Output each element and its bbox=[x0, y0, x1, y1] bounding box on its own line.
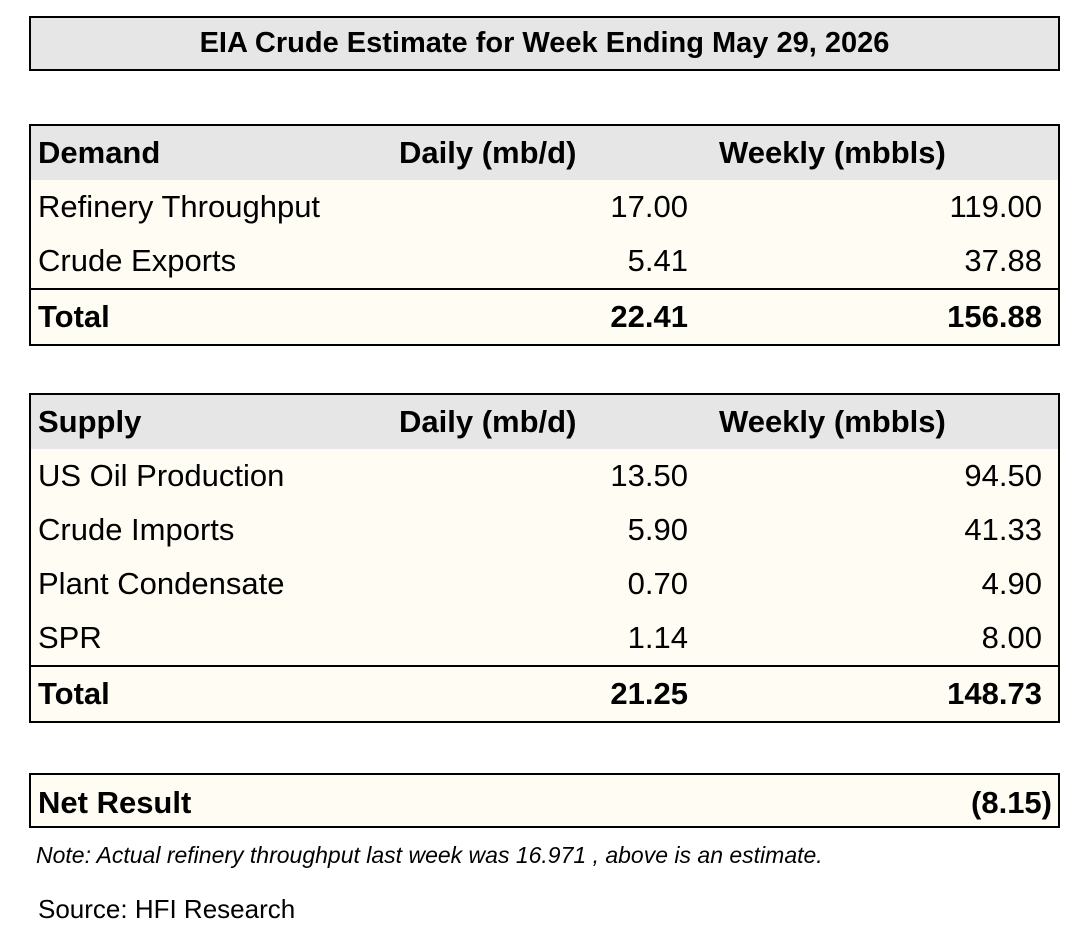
table-cell: Total bbox=[38, 299, 110, 334]
table-row: Total 22.41 156.88 bbox=[31, 288, 1058, 344]
table-row: SPR 1.14 8.00 bbox=[31, 611, 1058, 665]
table-row: Crude Exports 5.41 37.88 bbox=[31, 234, 1058, 288]
table-cell: 5.41 bbox=[627, 243, 688, 278]
table-row: Total 21.25 148.73 bbox=[31, 665, 1058, 721]
source: Source: HFI Research bbox=[38, 894, 296, 924]
table-cell: Crude Exports bbox=[38, 243, 237, 278]
net-value: (8.15) bbox=[971, 785, 1052, 820]
table-row: Refinery Throughput 17.00 119.00 bbox=[31, 180, 1058, 234]
table-cell: 22.41 bbox=[610, 299, 688, 334]
table-cell: Demand bbox=[38, 135, 161, 170]
table-cell: Weekly (mbbls) bbox=[719, 404, 946, 439]
table-cell: 41.33 bbox=[964, 512, 1042, 547]
table-cell: 148.73 bbox=[947, 676, 1042, 711]
table-row: Supply Daily (mb/d) Weekly (mbbls) bbox=[31, 395, 1058, 449]
demand-table: Demand Daily (mb/d) Weekly (mbbls) Refinery… bbox=[29, 124, 1060, 346]
table-cell: Plant Condensate bbox=[38, 566, 285, 601]
table-row: Plant Condensate 0.70 4.90 bbox=[31, 557, 1058, 611]
table-cell: 94.50 bbox=[964, 458, 1042, 493]
table-row: Crude Imports 5.90 41.33 bbox=[31, 503, 1058, 557]
table-cell: 37.88 bbox=[964, 243, 1042, 278]
table-cell: Total bbox=[38, 676, 110, 711]
table-cell: 119.00 bbox=[949, 189, 1042, 224]
table-row: Demand Daily (mb/d) Weekly (mbbls) bbox=[31, 126, 1058, 180]
net-label: Net Result bbox=[38, 785, 192, 820]
table-cell: Daily (mb/d) bbox=[399, 404, 577, 439]
net-result: Net Result (8.15) bbox=[29, 773, 1060, 828]
table-cell: US Oil Production bbox=[38, 458, 285, 493]
table-cell: Daily (mb/d) bbox=[399, 135, 577, 170]
table-cell: 21.25 bbox=[610, 676, 688, 711]
table-cell: SPR bbox=[38, 620, 102, 655]
table-cell: 5.90 bbox=[627, 512, 688, 547]
table-cell: 13.50 bbox=[610, 458, 688, 493]
table-cell: Supply bbox=[38, 404, 142, 439]
note: Note: Actual refinery throughput last we… bbox=[36, 842, 823, 868]
supply-table: Supply Daily (mb/d) Weekly (mbbls) US Oil P… bbox=[29, 393, 1060, 723]
title: EIA Crude Estimate for Week Ending May 2… bbox=[29, 16, 1060, 71]
table-cell: 156.88 bbox=[947, 299, 1042, 334]
table-cell: 1.14 bbox=[627, 620, 688, 655]
table-row: US Oil Production 13.50 94.50 bbox=[31, 449, 1058, 503]
table-cell: Weekly (mbbls) bbox=[719, 135, 946, 170]
table-cell: 17.00 bbox=[610, 189, 688, 224]
table-cell: Refinery Throughput bbox=[38, 189, 321, 224]
table-cell: Crude Imports bbox=[38, 512, 235, 547]
table-cell: 4.90 bbox=[981, 566, 1042, 601]
table-cell: 8.00 bbox=[981, 620, 1042, 655]
table-cell: 0.70 bbox=[627, 566, 688, 601]
